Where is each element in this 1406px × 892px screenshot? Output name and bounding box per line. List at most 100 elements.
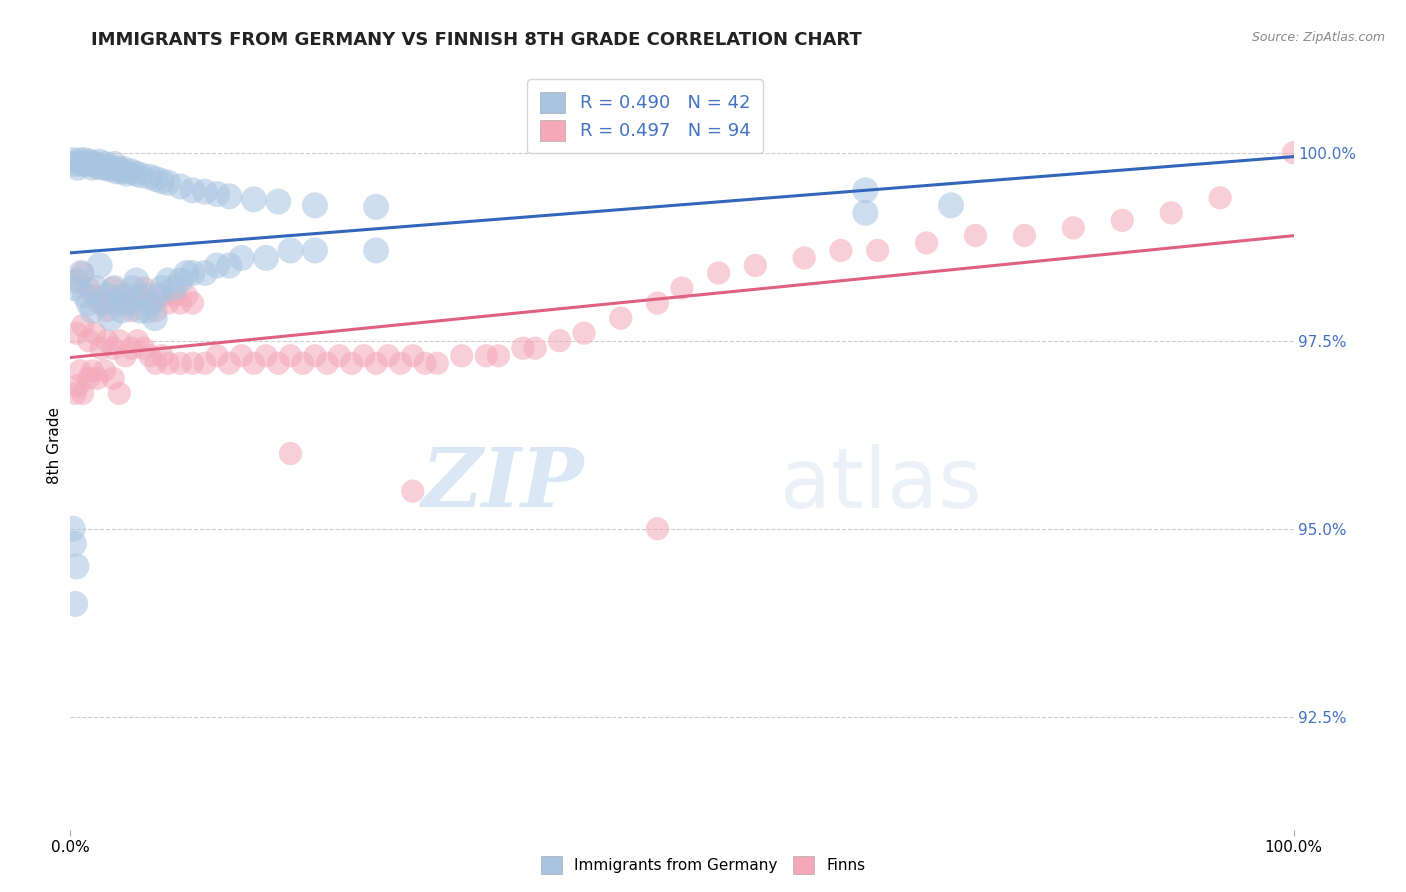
Point	[139, 349, 162, 363]
Point	[512, 341, 534, 355]
Point	[63, 386, 86, 401]
Point	[254, 349, 277, 363]
Point	[72, 318, 94, 333]
Point	[96, 161, 118, 175]
Point	[231, 349, 253, 363]
Point	[127, 288, 149, 302]
Point	[280, 244, 302, 258]
Point	[793, 251, 815, 265]
Point	[103, 157, 125, 171]
Point	[1111, 213, 1133, 227]
Point	[647, 296, 669, 310]
Point	[101, 371, 124, 385]
Point	[62, 153, 84, 168]
Point	[91, 161, 114, 175]
Point	[176, 266, 198, 280]
Point	[83, 326, 105, 341]
Point	[316, 356, 339, 370]
Point	[169, 296, 191, 310]
Point	[84, 281, 107, 295]
Point	[1014, 228, 1036, 243]
Point	[181, 356, 204, 370]
Point	[148, 288, 170, 302]
Point	[150, 288, 173, 302]
Point	[111, 303, 134, 318]
Point	[62, 522, 84, 536]
Point	[830, 244, 852, 258]
Point	[121, 281, 143, 295]
Point	[1160, 206, 1182, 220]
Point	[77, 334, 100, 348]
Point	[69, 364, 91, 378]
Point	[1209, 191, 1232, 205]
Point	[121, 164, 143, 178]
Point	[82, 303, 104, 318]
Point	[291, 356, 314, 370]
Point	[125, 167, 148, 181]
Point	[524, 341, 547, 355]
Point	[413, 356, 436, 370]
Point	[96, 334, 118, 348]
Point	[132, 288, 155, 302]
Point	[129, 168, 152, 182]
Point	[939, 198, 962, 212]
Point	[450, 349, 472, 363]
Point	[389, 356, 412, 370]
Point	[77, 281, 100, 295]
Legend: R = 0.490   N = 42, R = 0.497   N = 94: R = 0.490 N = 42, R = 0.497 N = 94	[527, 79, 763, 153]
Point	[169, 274, 191, 288]
Point	[114, 296, 136, 310]
Point	[304, 198, 326, 212]
Point	[280, 446, 302, 460]
Point	[205, 349, 228, 363]
Point	[280, 349, 302, 363]
Point	[111, 164, 134, 178]
Point	[243, 192, 266, 206]
Point	[267, 194, 290, 209]
Point	[66, 379, 89, 393]
Point	[121, 303, 143, 318]
Point	[426, 356, 449, 370]
Point	[108, 162, 131, 177]
Point	[114, 349, 136, 363]
Point	[105, 164, 128, 178]
Point	[93, 364, 115, 378]
Point	[304, 244, 326, 258]
Point	[267, 356, 290, 370]
Point	[73, 153, 96, 168]
Point	[143, 311, 166, 326]
Point	[157, 356, 180, 370]
Point	[103, 281, 125, 295]
Point	[145, 172, 167, 186]
Point	[79, 154, 101, 169]
Point	[108, 386, 131, 401]
Point	[108, 334, 131, 348]
Point	[114, 288, 136, 302]
Point	[96, 288, 118, 302]
Point	[744, 259, 766, 273]
Point	[218, 356, 240, 370]
Point	[125, 274, 148, 288]
Point	[77, 371, 100, 385]
Text: atlas: atlas	[780, 444, 981, 524]
Point	[63, 157, 86, 171]
Point	[243, 356, 266, 370]
Point	[150, 281, 173, 295]
Point	[86, 159, 108, 173]
Point	[139, 169, 162, 184]
Legend: Immigrants from Germany, Finns: Immigrants from Germany, Finns	[534, 850, 872, 880]
Point	[328, 349, 350, 363]
Point	[205, 259, 228, 273]
Point	[76, 157, 98, 171]
Point	[163, 288, 186, 302]
Point	[377, 349, 399, 363]
Point	[93, 157, 115, 171]
Point	[72, 157, 94, 171]
Point	[194, 266, 217, 280]
Point	[145, 356, 167, 370]
Point	[157, 176, 180, 190]
Point	[169, 179, 191, 194]
Point	[82, 364, 104, 378]
Point	[1062, 220, 1084, 235]
Point	[90, 341, 112, 355]
